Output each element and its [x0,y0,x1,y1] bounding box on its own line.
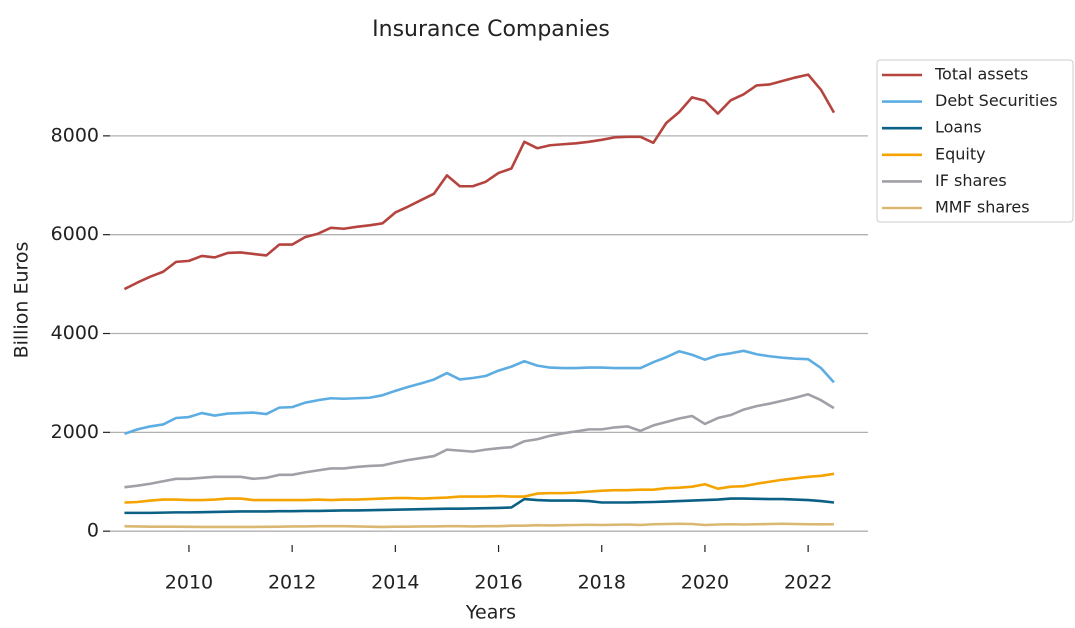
legend-label: MMF shares [935,198,1030,217]
chart-title: Insurance Companies [372,17,610,42]
y-tick-label: 8000 [51,124,99,146]
x-tick-label: 2012 [268,572,316,594]
x-tick-label: 2010 [165,572,213,594]
legend-label: Debt Securities [935,91,1058,110]
legend-label: Loans [935,118,982,137]
x-tick-label: 2020 [681,572,729,594]
series-line [124,522,834,529]
series-line [124,349,835,436]
series-line [124,392,835,489]
y-tick-label: 4000 [51,322,99,344]
y-tick-label: 6000 [51,223,99,245]
legend-label: Equity [935,144,986,163]
y-tick-label: 2000 [51,421,99,443]
legend-label: Total assets [934,65,1028,84]
series-line [123,73,836,291]
x-tick-label: 2018 [578,572,626,594]
series-line [124,472,835,504]
legend-label: IF shares [935,171,1007,190]
x-tick-label: 2016 [474,572,522,594]
x-tick-label: 2014 [371,572,419,594]
x-axis-label: Years [465,602,516,624]
x-tick-label: 2022 [784,572,832,594]
y-tick-label: 0 [87,520,99,542]
series-line [124,497,835,515]
y-axis-label: Billion Euros [11,242,33,359]
legend-box [876,59,1074,223]
